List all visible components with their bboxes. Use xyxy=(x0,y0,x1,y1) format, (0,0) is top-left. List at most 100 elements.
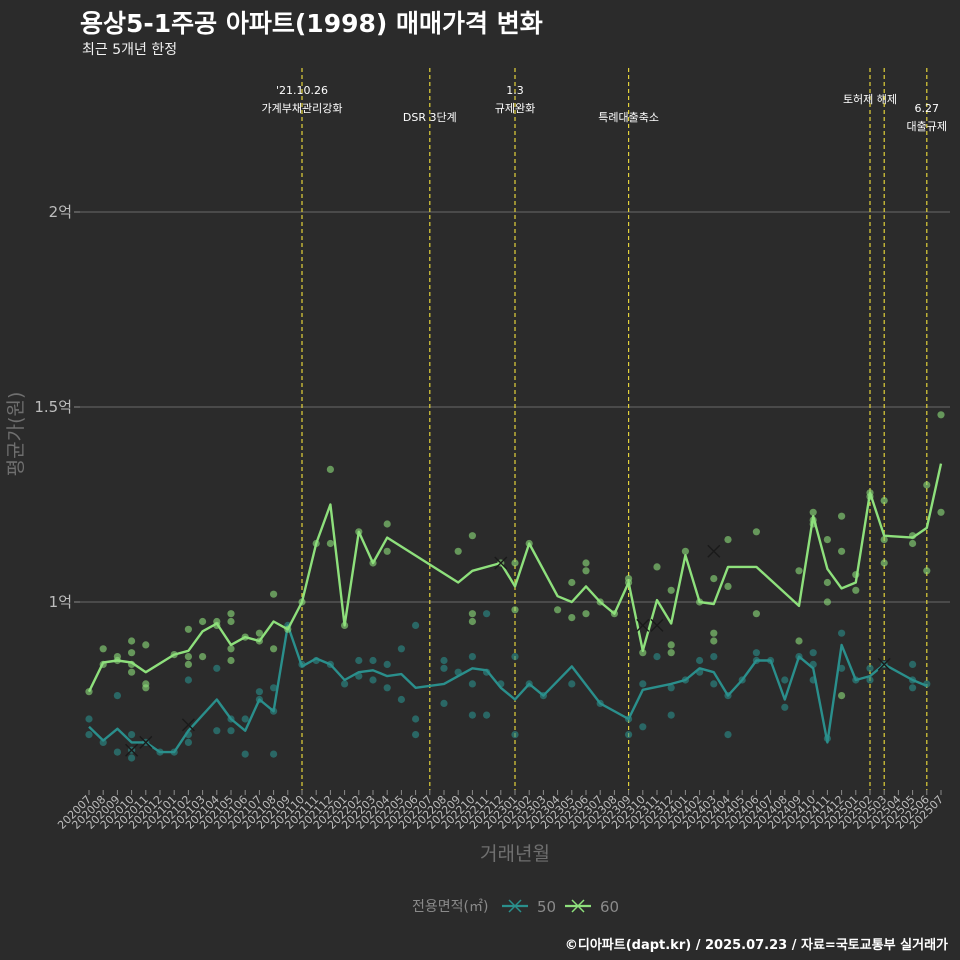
data-point xyxy=(568,578,576,587)
data-point xyxy=(625,731,633,739)
data-point xyxy=(667,684,675,692)
event-label: 1.3 xyxy=(506,84,524,97)
data-point xyxy=(227,645,235,653)
x-axis-title: 거래년월 xyxy=(480,843,550,865)
y-axis: 1억 1.5억 2억 xyxy=(34,203,80,611)
data-point xyxy=(809,508,817,516)
data-point xyxy=(724,536,732,544)
legend-key-cross xyxy=(508,899,522,913)
data-point xyxy=(412,715,420,723)
data-point xyxy=(852,586,860,594)
data-point xyxy=(710,629,718,637)
data-point xyxy=(866,664,874,672)
cancelled-marker xyxy=(139,735,153,749)
data-point xyxy=(866,676,874,684)
data-point xyxy=(880,559,888,567)
series-line xyxy=(87,463,943,693)
data-point xyxy=(383,684,391,692)
data-point xyxy=(128,649,136,657)
data-point xyxy=(809,649,817,657)
data-point xyxy=(241,750,249,758)
data-point xyxy=(85,731,93,739)
data-point xyxy=(341,680,349,688)
data-point xyxy=(128,668,136,676)
data-point xyxy=(781,676,789,684)
event-label: '21.10.26 xyxy=(276,84,328,97)
y-tick-label: 1.5억 xyxy=(34,398,72,416)
data-point xyxy=(823,536,832,544)
data-point xyxy=(128,637,136,645)
cancelled-marker xyxy=(636,618,650,632)
y-tick-label: 2억 xyxy=(49,203,72,221)
legend: 전용면적(㎡) 50 60 xyxy=(412,898,619,916)
cancelled-marker xyxy=(494,556,508,570)
data-point xyxy=(511,606,519,614)
data-point xyxy=(369,676,377,684)
data-point xyxy=(483,610,491,618)
data-point xyxy=(667,649,675,657)
data-point xyxy=(483,711,491,719)
data-point xyxy=(923,481,931,489)
data-point xyxy=(696,656,704,665)
data-point xyxy=(184,625,192,633)
series-50 xyxy=(85,610,931,762)
data-point xyxy=(582,610,590,618)
data-point xyxy=(99,738,107,747)
data-point xyxy=(554,606,562,614)
data-point xyxy=(724,582,732,591)
data-point xyxy=(113,748,121,756)
data-point xyxy=(199,653,207,661)
data-point xyxy=(412,621,420,630)
event-label: 규제완화 xyxy=(495,102,535,115)
data-point xyxy=(383,660,391,669)
data-point xyxy=(582,567,590,575)
data-point xyxy=(184,660,192,669)
data-point xyxy=(468,617,476,626)
data-point xyxy=(270,750,278,758)
legend-label: 60 xyxy=(600,898,619,916)
data-point xyxy=(937,508,945,516)
legend-label: 50 xyxy=(537,898,556,916)
data-point xyxy=(355,656,363,665)
data-point xyxy=(795,637,803,645)
data-point xyxy=(440,656,448,665)
data-point xyxy=(184,653,192,661)
data-point xyxy=(568,680,576,688)
data-point xyxy=(128,731,136,739)
y-tick-label: 1억 xyxy=(49,593,72,611)
data-point xyxy=(397,695,405,704)
cancelled-marker xyxy=(125,743,139,757)
data-point xyxy=(667,586,675,594)
data-point xyxy=(653,653,661,661)
data-point xyxy=(511,559,519,567)
event-label: 가계부채관리강화 xyxy=(262,102,343,115)
data-point xyxy=(227,727,235,735)
data-point xyxy=(880,536,888,544)
data-point xyxy=(440,664,448,672)
data-point xyxy=(667,711,675,719)
data-point xyxy=(326,465,334,473)
data-point xyxy=(255,629,263,637)
data-point xyxy=(468,653,476,661)
data-point xyxy=(795,567,803,575)
data-point xyxy=(823,578,832,587)
data-point xyxy=(142,684,150,692)
data-point xyxy=(710,575,718,583)
event-label: 6.27 xyxy=(915,102,940,115)
data-point xyxy=(468,680,476,688)
data-point xyxy=(213,727,221,735)
data-point xyxy=(227,617,235,626)
data-point xyxy=(838,692,846,700)
data-point xyxy=(724,731,732,739)
data-point xyxy=(511,653,519,661)
data-point xyxy=(85,715,93,723)
event-label: DSR 3단계 xyxy=(403,111,457,124)
cancelled-marker xyxy=(181,718,195,732)
data-point xyxy=(781,703,789,711)
data-point xyxy=(909,684,917,692)
data-point xyxy=(838,512,846,520)
data-point xyxy=(468,532,476,540)
data-point xyxy=(184,738,192,747)
event-label: 토허제 해제 xyxy=(843,92,897,106)
